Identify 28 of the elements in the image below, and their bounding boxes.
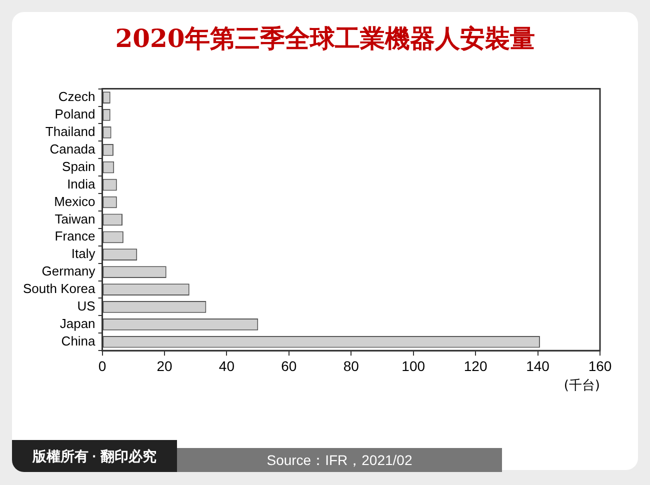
y-tick-label: Thailand	[45, 124, 96, 140]
x-tick-label: 0	[98, 358, 106, 374]
y-tick-label: Czech	[58, 89, 96, 104]
y-tick-label: Spain	[62, 158, 96, 174]
y-tick-label: India	[67, 176, 96, 192]
x-tick-label: 140	[526, 358, 550, 374]
y-tick-label: Canada	[50, 141, 96, 156]
y-tick-label: China	[61, 333, 96, 348]
x-tick-label: 80	[343, 358, 360, 374]
x-tick-label: 100	[402, 358, 426, 374]
text: 版權所有 · 翻印必究	[12, 440, 177, 472]
x-tick-label: 40	[218, 358, 235, 374]
y-tick-label: Mexico	[54, 194, 96, 209]
x-tick-label: 160	[588, 358, 612, 374]
y-tick-label: Taiwan	[54, 211, 96, 226]
x-tick-label: 60	[281, 358, 297, 374]
chart-title: 2020年第三季全球工業機器人安裝量	[114, 23, 536, 55]
y-tick-label: France	[54, 228, 96, 244]
y-tick-label: Poland	[54, 106, 96, 122]
x-axis-title: (千台)	[564, 378, 600, 394]
x-tick-label: 120	[464, 358, 488, 374]
source-note: Source：IFR，2021/02	[177, 448, 502, 472]
y-tick-label: Japan	[60, 316, 96, 331]
y-tick-label: Italy	[71, 246, 96, 262]
y-tick-label: Germany	[42, 264, 96, 279]
y-tick-label: US	[77, 298, 96, 314]
x-tick-label: 20	[156, 358, 172, 374]
y-tick-label: South Korea	[22, 281, 96, 296]
